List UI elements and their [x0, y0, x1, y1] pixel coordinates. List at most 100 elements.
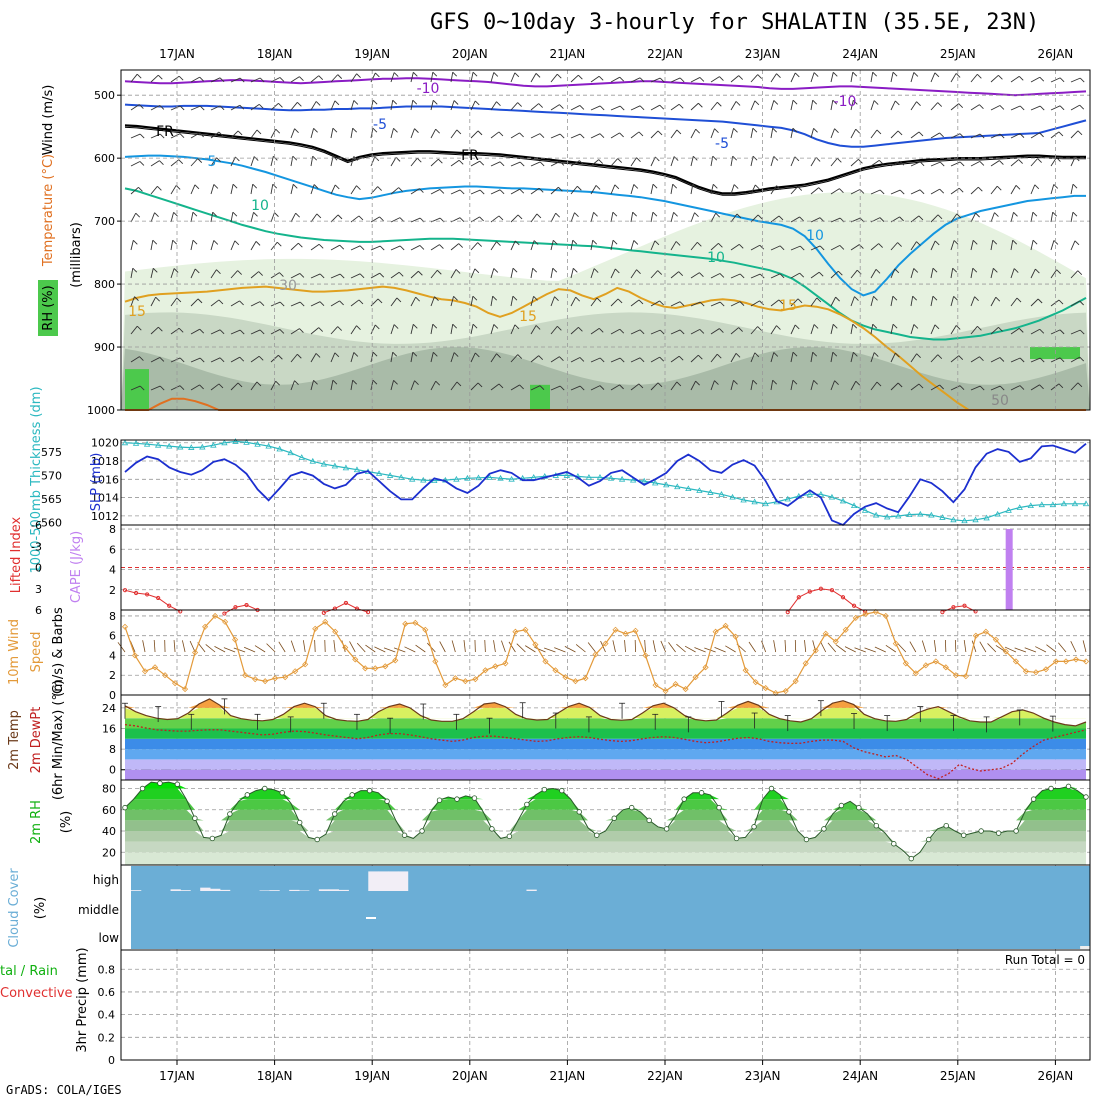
barb-staff [170, 159, 180, 167]
barb-flag [499, 189, 505, 195]
barb-staff [830, 217, 841, 223]
wind-barb [630, 184, 639, 195]
wind-barb [530, 103, 543, 111]
barb-flag [916, 241, 921, 246]
barb-flag [139, 104, 144, 109]
barb-flag [918, 131, 924, 137]
dewpt-line [124, 723, 1087, 780]
barb-flag [539, 385, 545, 390]
wind-barb [470, 130, 483, 139]
barb-flag [953, 296, 958, 301]
barb-staff [1050, 157, 1057, 167]
wind-speed-point [682, 686, 689, 693]
barb-flag [172, 239, 178, 245]
barb-flag [979, 356, 984, 362]
barb-staff [750, 326, 758, 335]
surface-barb [501, 640, 506, 653]
barb-staff [810, 128, 814, 139]
wind-barb [1070, 300, 1084, 307]
wind-barb [1070, 183, 1078, 195]
barb-staff [750, 74, 759, 83]
barb-flag [919, 161, 925, 167]
barb-flag [897, 242, 902, 247]
barb-flag [733, 379, 738, 385]
barb-flag [334, 184, 340, 190]
barb-staff [550, 268, 554, 279]
barb-staff [330, 184, 336, 195]
wind-barb [250, 77, 265, 83]
barb-staff [1070, 184, 1074, 195]
barb-staff [430, 380, 437, 391]
barb-staff [850, 72, 854, 83]
barb-staff [250, 271, 259, 279]
barb-flag [292, 183, 298, 189]
wind-barb [770, 352, 779, 363]
wind-barb [610, 357, 625, 363]
wind-barb [150, 133, 165, 139]
barb-flag [379, 245, 385, 251]
barb-flag [636, 157, 641, 162]
surface-barb [254, 645, 266, 653]
barb-staff [130, 296, 135, 307]
wind-barb [510, 72, 520, 83]
barb-staff [170, 385, 181, 391]
wind-barb [130, 385, 145, 391]
wind-barb [930, 295, 938, 307]
wind-barb [210, 383, 224, 391]
barb-flag [1039, 105, 1045, 111]
barb-staff [750, 128, 754, 139]
wind-barb [150, 104, 165, 111]
barb-flag [319, 301, 325, 306]
wind-barb [430, 380, 441, 391]
temp-tick-label: 0 [109, 764, 116, 777]
slp-tick-label: 1018 [91, 455, 119, 468]
barb-flag [939, 132, 944, 138]
barb-flag [512, 295, 518, 301]
wind-barb [270, 155, 278, 167]
wind-barb [390, 72, 399, 83]
barb-staff [150, 160, 160, 167]
barb-staff [930, 268, 934, 279]
wind-barb [310, 301, 325, 307]
barb-flag [132, 267, 138, 273]
barb-flag [873, 295, 878, 301]
barb-staff [990, 185, 998, 195]
wind-barb [350, 299, 364, 307]
barb-staff [870, 159, 880, 167]
panel-frame-slp [120, 439, 1091, 526]
barb-flag [339, 273, 345, 279]
temp-tick-label: 8 [109, 743, 116, 756]
cloud-high-gap [219, 889, 231, 891]
barb-staff [910, 383, 920, 391]
barb-flag [679, 329, 685, 335]
barb-staff [150, 385, 161, 391]
wind-barb [210, 269, 221, 279]
barb-flag [1079, 77, 1085, 83]
contour-label: 15 [128, 304, 146, 320]
contour-label: 10 [251, 198, 269, 214]
barb-staff [350, 380, 354, 391]
barb-flag [752, 155, 758, 161]
bottom-date-label: 17JAN [159, 1069, 195, 1083]
barb-flag [593, 212, 598, 217]
barb-staff [910, 353, 917, 363]
barb-flag [959, 385, 965, 391]
barb-staff [810, 352, 814, 363]
surface-barb [748, 641, 756, 653]
barb-flag [313, 380, 318, 385]
wind-barb [910, 241, 921, 251]
thickness-point [928, 511, 935, 518]
barb-flag [899, 216, 904, 222]
barb-staff [790, 298, 799, 307]
ylabel-wind: Wind (m/s) [41, 85, 56, 156]
wind-barb [430, 323, 438, 335]
barb-flag [377, 298, 383, 304]
barb-flag [179, 133, 185, 139]
barb-staff [830, 100, 834, 111]
precip-tick-label: 0.6 [98, 986, 116, 999]
barb-flag [977, 73, 982, 79]
wind-speed-point [242, 672, 249, 679]
barb-staff [930, 102, 939, 111]
barb-staff [910, 101, 917, 111]
precip-total-rain-label: tal / Rain [0, 964, 58, 979]
